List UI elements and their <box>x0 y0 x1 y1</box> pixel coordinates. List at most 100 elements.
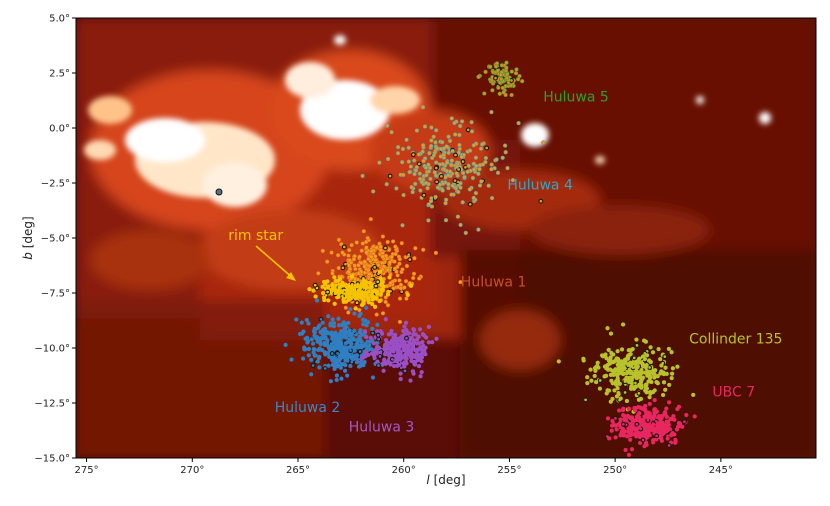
x-tick-label: 260° <box>392 465 416 476</box>
data-point <box>397 261 402 266</box>
data-point <box>358 295 363 300</box>
data-point <box>597 378 603 383</box>
data-point <box>465 169 470 174</box>
series-rim-star <box>307 269 414 311</box>
data-point <box>476 74 481 80</box>
series-huluwa-4 <box>360 105 546 236</box>
data-point <box>434 128 439 133</box>
data-point <box>393 251 398 257</box>
data-point <box>375 344 380 349</box>
data-point <box>480 142 485 147</box>
data-point <box>425 186 430 191</box>
y-axis-label: b [deg] <box>21 216 35 259</box>
data-point <box>374 245 379 250</box>
data-point <box>359 302 365 308</box>
data-point <box>343 305 348 310</box>
data-point <box>632 405 637 411</box>
data-point <box>652 375 657 380</box>
data-point <box>648 359 653 365</box>
bright-emission-layer <box>84 35 771 207</box>
data-point <box>460 200 465 205</box>
data-point <box>361 278 366 283</box>
data-point <box>670 430 675 436</box>
data-point <box>497 91 502 96</box>
data-point <box>318 316 324 322</box>
y-tick-label: 0.0° <box>49 124 70 135</box>
data-point <box>366 296 371 301</box>
data-point <box>658 356 663 362</box>
data-point <box>397 278 402 283</box>
data-point <box>538 198 544 204</box>
data-point <box>318 336 324 341</box>
data-point <box>642 432 647 437</box>
data-point <box>316 347 321 353</box>
data-point <box>368 335 373 341</box>
series-collinder-135 <box>556 322 696 414</box>
data-point <box>611 372 616 377</box>
data-point <box>614 379 619 384</box>
data-point <box>332 275 337 280</box>
data-point <box>347 337 353 343</box>
data-point <box>647 428 652 434</box>
data-point <box>610 360 616 365</box>
data-point <box>352 254 357 259</box>
data-point <box>408 354 414 360</box>
data-point <box>495 170 501 175</box>
data-point <box>444 168 449 174</box>
data-point <box>621 359 627 364</box>
x-tick-label: 245° <box>709 465 733 476</box>
data-point <box>367 280 372 285</box>
data-point <box>353 266 358 272</box>
data-point <box>300 356 306 361</box>
data-point <box>334 290 339 295</box>
cluster-label: rim star <box>228 228 283 244</box>
data-point <box>498 72 503 77</box>
data-point <box>663 411 668 417</box>
data-point <box>360 283 365 288</box>
data-point <box>662 429 667 434</box>
data-point <box>373 350 378 355</box>
data-point <box>359 356 364 362</box>
data-point <box>610 396 615 402</box>
data-points <box>283 60 697 458</box>
data-point <box>620 322 626 327</box>
data-point <box>605 416 611 421</box>
data-point <box>375 279 381 285</box>
data-point <box>500 85 505 91</box>
data-point <box>446 173 451 178</box>
data-point <box>446 150 451 155</box>
data-point <box>417 327 423 332</box>
data-point <box>334 377 339 383</box>
data-point <box>392 266 398 271</box>
cluster-label: Huluwa 4 <box>507 178 573 194</box>
data-point <box>603 352 608 357</box>
data-point <box>483 159 488 165</box>
data-point <box>489 167 494 172</box>
data-point <box>416 152 422 157</box>
data-point <box>650 427 656 432</box>
data-point <box>640 437 646 443</box>
data-point <box>301 329 306 334</box>
data-point <box>419 369 424 375</box>
data-point <box>389 130 394 135</box>
data-point <box>421 247 426 252</box>
data-point <box>347 333 352 338</box>
data-point <box>315 325 321 330</box>
data-point <box>473 155 479 160</box>
data-point <box>670 366 676 371</box>
data-point <box>354 240 359 245</box>
data-point <box>380 311 386 316</box>
data-point <box>613 423 618 428</box>
data-point <box>669 350 674 355</box>
data-point <box>454 171 459 176</box>
data-point <box>315 339 320 344</box>
data-point <box>339 322 345 328</box>
data-point <box>330 271 335 276</box>
data-point <box>395 144 401 150</box>
data-point <box>371 295 377 300</box>
data-point <box>357 254 362 259</box>
data-point <box>612 388 617 393</box>
data-point <box>478 146 484 151</box>
data-point <box>453 152 458 158</box>
data-point <box>630 346 635 352</box>
